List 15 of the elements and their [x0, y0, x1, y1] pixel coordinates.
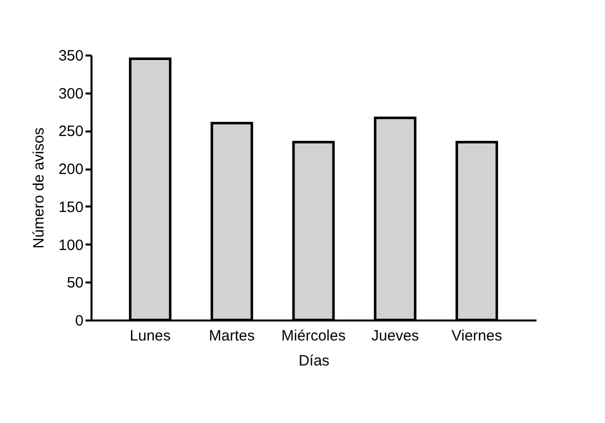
y-tick-label: 250: [58, 123, 84, 140]
x-tick-label: Miércoles: [281, 328, 346, 344]
x-tick-label: Martes: [208, 328, 255, 344]
x-tick-label: Viernes: [452, 328, 502, 344]
y-tick-label: 350: [58, 48, 84, 64]
y-tick-label: 100: [58, 236, 84, 254]
y-tick-label: 200: [58, 161, 84, 178]
x-tick-label: Jueves: [371, 328, 419, 344]
y-tick-label: 50: [66, 274, 84, 292]
y-tick-label: 0: [75, 312, 84, 330]
x-tick-label: Lunes: [130, 328, 171, 344]
y-tick-label: 150: [58, 198, 84, 216]
x-axis-title: Días: [298, 352, 330, 370]
y-tick-label: 300: [58, 85, 84, 102]
y-axis-title: Número de avisos: [30, 128, 48, 248]
